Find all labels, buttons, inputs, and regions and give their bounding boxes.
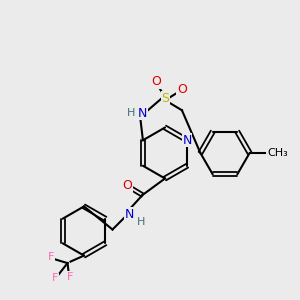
- Text: O: O: [123, 179, 132, 193]
- Text: F: F: [48, 252, 54, 262]
- Text: H: H: [137, 217, 145, 227]
- Text: F: F: [52, 273, 59, 283]
- Text: O: O: [177, 83, 187, 96]
- Text: S: S: [161, 92, 169, 105]
- Text: F: F: [67, 272, 74, 282]
- Text: H: H: [127, 108, 136, 118]
- Text: N: N: [182, 134, 192, 147]
- Text: N: N: [138, 107, 148, 120]
- Text: N: N: [124, 208, 134, 221]
- Text: CH₃: CH₃: [268, 148, 288, 158]
- Text: O: O: [152, 75, 161, 88]
